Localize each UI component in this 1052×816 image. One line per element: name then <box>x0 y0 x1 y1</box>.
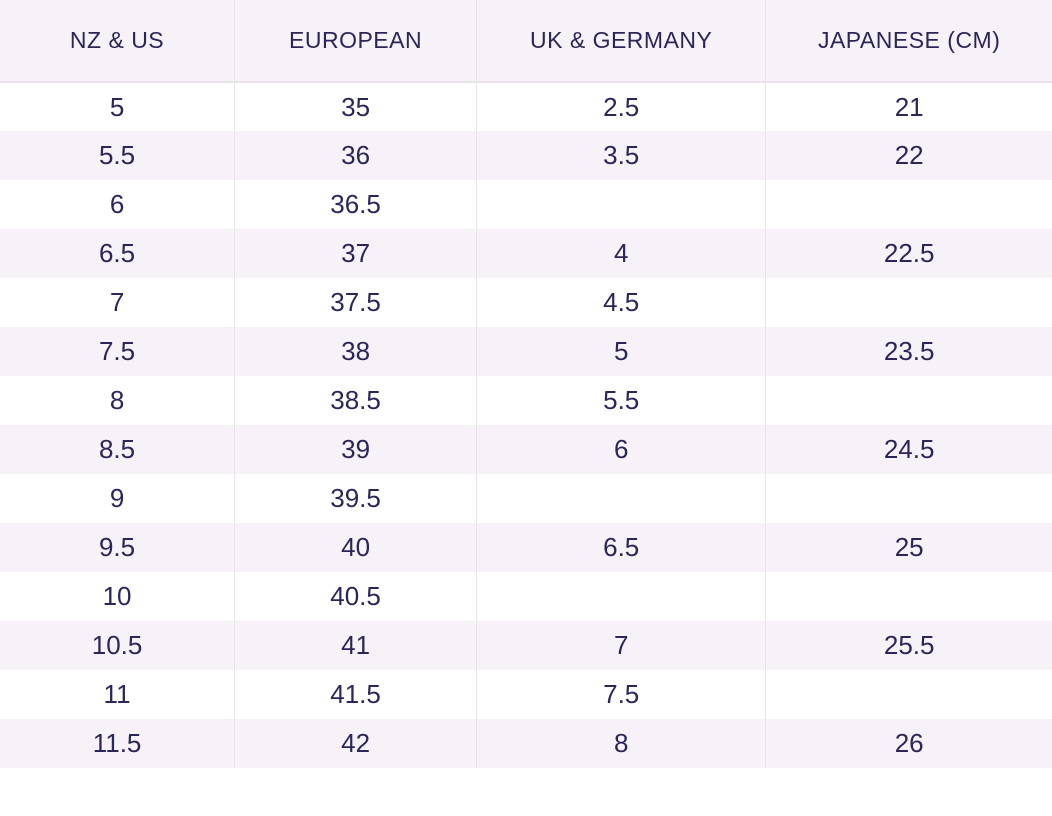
table-cell: 38.5 <box>235 376 477 425</box>
table-cell: 25 <box>766 523 1052 572</box>
column-header: UK & GERMANY <box>477 0 766 82</box>
table-row: 838.55.5 <box>0 376 1052 425</box>
table-body: 5352.5215.5363.522636.56.537422.5737.54.… <box>0 82 1052 768</box>
table-cell: 21 <box>766 82 1052 131</box>
table-cell: 7.5 <box>477 670 766 719</box>
table-cell: 35 <box>235 82 477 131</box>
table-cell: 38 <box>235 327 477 376</box>
table-cell: 40 <box>235 523 477 572</box>
table-row: 636.5 <box>0 180 1052 229</box>
table-cell: 40.5 <box>235 572 477 621</box>
table-cell: 37 <box>235 229 477 278</box>
table-cell: 10.5 <box>0 621 235 670</box>
table-cell: 10 <box>0 572 235 621</box>
table-row: 737.54.5 <box>0 278 1052 327</box>
table-cell: 36 <box>235 131 477 180</box>
table-cell: 11.5 <box>0 719 235 768</box>
table-row: 9.5406.525 <box>0 523 1052 572</box>
table-row: 5352.521 <box>0 82 1052 131</box>
table-cell: 8 <box>0 376 235 425</box>
table-row: 10.541725.5 <box>0 621 1052 670</box>
table-cell: 6.5 <box>0 229 235 278</box>
table-cell: 42 <box>235 719 477 768</box>
table-cell: 7 <box>0 278 235 327</box>
table-cell: 9.5 <box>0 523 235 572</box>
table-cell <box>766 572 1052 621</box>
column-header: EUROPEAN <box>235 0 477 82</box>
column-header: JAPANESE (CM) <box>766 0 1052 82</box>
table-row: 939.5 <box>0 474 1052 523</box>
table-cell <box>766 180 1052 229</box>
table-cell: 5.5 <box>0 131 235 180</box>
table-cell <box>477 572 766 621</box>
table-cell: 37.5 <box>235 278 477 327</box>
table-cell: 39 <box>235 425 477 474</box>
table-cell: 36.5 <box>235 180 477 229</box>
table-cell: 39.5 <box>235 474 477 523</box>
table-cell <box>766 474 1052 523</box>
table-cell <box>477 180 766 229</box>
table-cell: 11 <box>0 670 235 719</box>
table-cell: 5 <box>477 327 766 376</box>
table-cell: 6 <box>477 425 766 474</box>
table-cell: 22.5 <box>766 229 1052 278</box>
table-row: 8.539624.5 <box>0 425 1052 474</box>
table-cell: 3.5 <box>477 131 766 180</box>
table-cell: 6 <box>0 180 235 229</box>
table-cell: 2.5 <box>477 82 766 131</box>
table-cell: 7 <box>477 621 766 670</box>
table-cell <box>766 376 1052 425</box>
table-row: 5.5363.522 <box>0 131 1052 180</box>
table-cell: 8.5 <box>0 425 235 474</box>
table-cell: 4.5 <box>477 278 766 327</box>
table-row: 7.538523.5 <box>0 327 1052 376</box>
table-cell: 25.5 <box>766 621 1052 670</box>
table-cell: 23.5 <box>766 327 1052 376</box>
table-cell: 5.5 <box>477 376 766 425</box>
column-header: NZ & US <box>0 0 235 82</box>
table-cell: 24.5 <box>766 425 1052 474</box>
table-cell: 41.5 <box>235 670 477 719</box>
table-cell <box>766 278 1052 327</box>
table-row: 6.537422.5 <box>0 229 1052 278</box>
table-cell: 26 <box>766 719 1052 768</box>
table-cell: 41 <box>235 621 477 670</box>
table-row: 11.542826 <box>0 719 1052 768</box>
table-cell: 5 <box>0 82 235 131</box>
table-row: 1040.5 <box>0 572 1052 621</box>
table-row: 1141.57.5 <box>0 670 1052 719</box>
table-cell: 6.5 <box>477 523 766 572</box>
table-cell: 7.5 <box>0 327 235 376</box>
table-cell <box>477 474 766 523</box>
table-cell: 4 <box>477 229 766 278</box>
size-conversion-table: NZ & USEUROPEANUK & GERMANYJAPANESE (CM)… <box>0 0 1052 768</box>
table-cell: 9 <box>0 474 235 523</box>
table-header-row: NZ & USEUROPEANUK & GERMANYJAPANESE (CM) <box>0 0 1052 82</box>
table-cell: 8 <box>477 719 766 768</box>
table-cell: 22 <box>766 131 1052 180</box>
table-cell <box>766 670 1052 719</box>
